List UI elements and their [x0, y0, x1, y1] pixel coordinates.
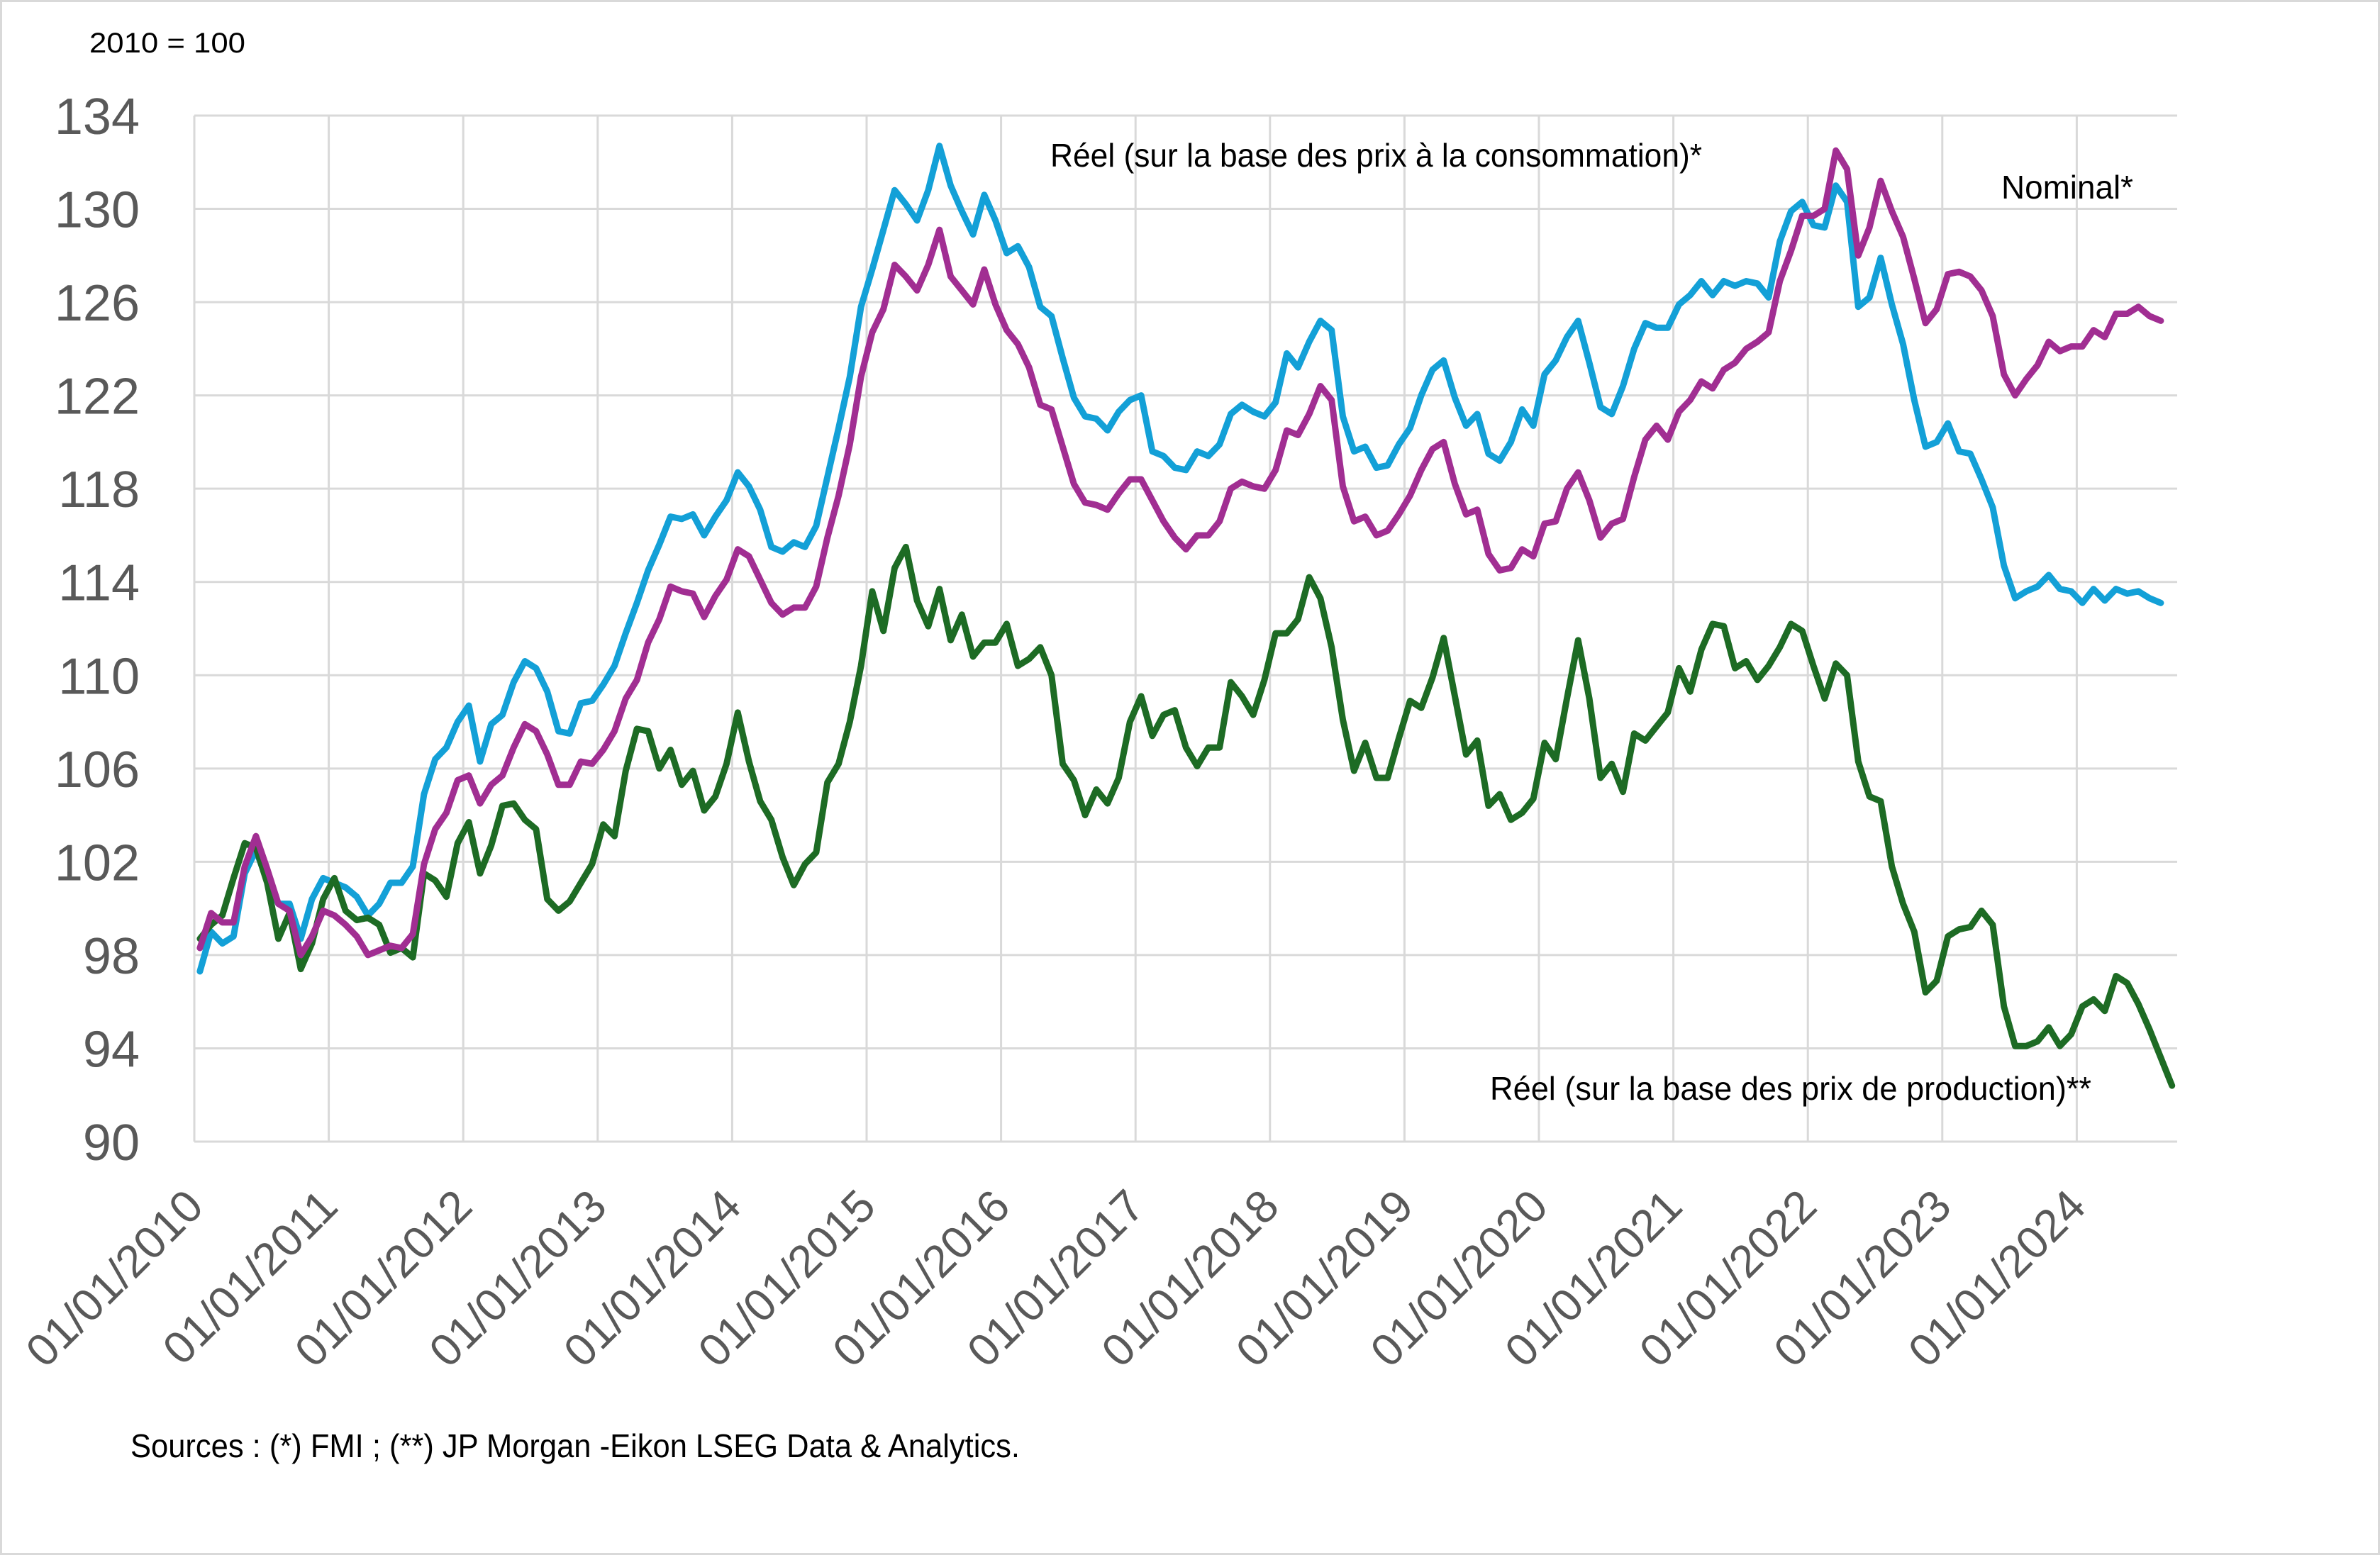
series-line-real-consumer — [196, 143, 2164, 975]
y-tick-label: 106 — [55, 742, 140, 798]
y-tick-label: 102 — [55, 835, 140, 891]
y-tick-label: 126 — [55, 275, 140, 332]
source-note: Sources : (*) FMI ; (**) JP Morgan -Eiko… — [130, 1427, 1020, 1464]
y-axis-tick-labels: 90 94 98 102 106 110 114 118 122 126 130 134 — [55, 89, 140, 1171]
y-tick-label: 110 — [58, 648, 140, 705]
series-lines — [196, 143, 2176, 1089]
series-label-nominal: Nominal* — [2001, 169, 2133, 206]
y-tick-label: 98 — [83, 928, 140, 985]
series-line-real-producer — [196, 543, 2176, 1089]
y-tick-label: 134 — [55, 89, 140, 145]
series-label-real-consumer: Réel (sur la base des prix à la consomma… — [1050, 137, 1702, 174]
y-tick-label: 114 — [58, 555, 140, 612]
series-label-real-producer: Réel (sur la base des prix de production… — [1490, 1070, 2091, 1107]
y-tick-label: 94 — [83, 1021, 140, 1078]
y-tick-label: 118 — [58, 462, 140, 518]
y-tick-label: 122 — [55, 369, 140, 425]
series-line-nominal — [196, 147, 2164, 959]
y-tick-label: 130 — [55, 182, 140, 239]
unit-label: 2010 = 100 — [89, 28, 245, 59]
y-tick-label: 90 — [83, 1115, 140, 1171]
